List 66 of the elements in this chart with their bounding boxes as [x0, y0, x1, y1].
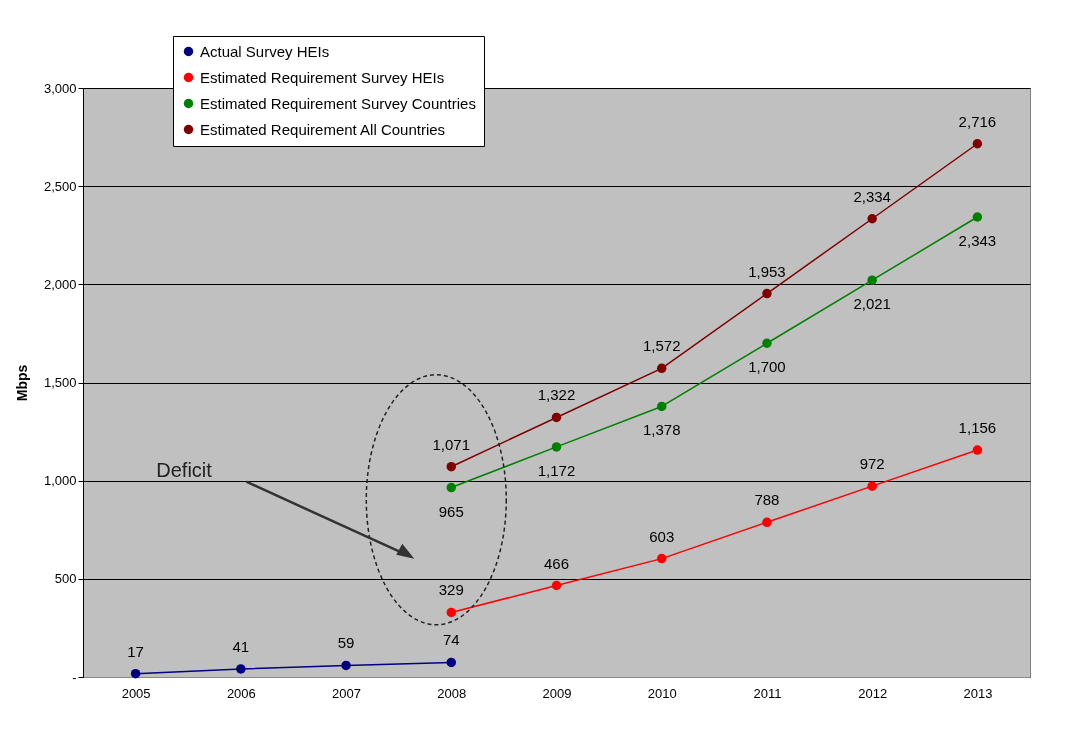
data-label: 59	[337, 634, 355, 652]
x-tick-label: 2010	[647, 685, 677, 701]
point	[341, 660, 351, 671]
data-label: 2,334	[853, 187, 891, 205]
y-tick-label: 2,500	[43, 178, 77, 194]
data-label: 2,716	[958, 112, 997, 130]
data-label: 1,572	[642, 337, 681, 355]
point	[551, 412, 562, 423]
y-tick-label: 500	[54, 571, 77, 587]
data-label: 788	[754, 491, 780, 509]
y-axis-title: Mbps	[13, 364, 30, 402]
point	[867, 275, 877, 285]
data-label: 1,156	[958, 419, 997, 437]
x-tick-label: 2008	[437, 685, 467, 701]
data-label: 1,378	[642, 421, 681, 439]
y-tick-label: 3,000	[43, 80, 77, 96]
point	[236, 664, 246, 674]
point	[972, 212, 983, 222]
x-tick-label: 2011	[753, 685, 782, 701]
point	[446, 482, 457, 493]
legend-label: Estimated Requirement Survey Countries	[200, 94, 476, 112]
data-label: 972	[859, 455, 885, 473]
x-tick-label: 2005	[121, 685, 151, 701]
y-tick-label: -	[72, 669, 77, 685]
x-tick-label: 2009	[542, 685, 572, 701]
point	[867, 481, 877, 491]
x-tick-label: 2006	[226, 685, 256, 701]
point	[972, 139, 983, 149]
y-tick-label: 1,000	[43, 473, 77, 489]
point	[130, 668, 141, 679]
point	[656, 363, 667, 374]
data-label: 41	[232, 637, 250, 655]
point	[867, 214, 877, 224]
point	[762, 288, 772, 299]
point	[551, 580, 562, 591]
data-label: 965	[438, 502, 464, 520]
y-tick-label: 2,000	[43, 276, 77, 292]
data-label: 2,343	[958, 231, 997, 249]
data-label: 1,322	[537, 386, 576, 404]
data-label: 1,700	[748, 358, 786, 376]
data-label: 329	[438, 581, 464, 599]
point	[762, 517, 772, 528]
point	[656, 401, 667, 412]
point	[446, 461, 457, 472]
legend-label: Estimated Requirement Survey HEIs	[200, 68, 445, 86]
point	[551, 442, 562, 452]
point	[446, 657, 457, 668]
annotation: Deficit	[156, 458, 213, 481]
data-label: 74	[442, 631, 460, 649]
point	[446, 607, 457, 618]
legend-label: Estimated Requirement All Countries	[200, 120, 446, 138]
data-label: 1,953	[748, 262, 786, 280]
data-label: 466	[543, 554, 570, 572]
point	[656, 553, 667, 564]
point	[972, 445, 983, 455]
y-tick-label: 1,500	[43, 375, 77, 390]
point	[762, 338, 772, 348]
x-tick-label: 2007	[332, 685, 362, 701]
legend-label: Actual Survey HEIs	[200, 42, 330, 60]
data-label: 2,021	[853, 295, 891, 313]
data-label: 1,071	[432, 435, 471, 453]
data-label: 1,172	[537, 461, 576, 479]
x-tick-label: 2012	[858, 685, 888, 701]
x-tick-label: 2013	[963, 685, 993, 701]
data-label: 603	[649, 527, 675, 545]
data-label: 17	[127, 642, 144, 660]
